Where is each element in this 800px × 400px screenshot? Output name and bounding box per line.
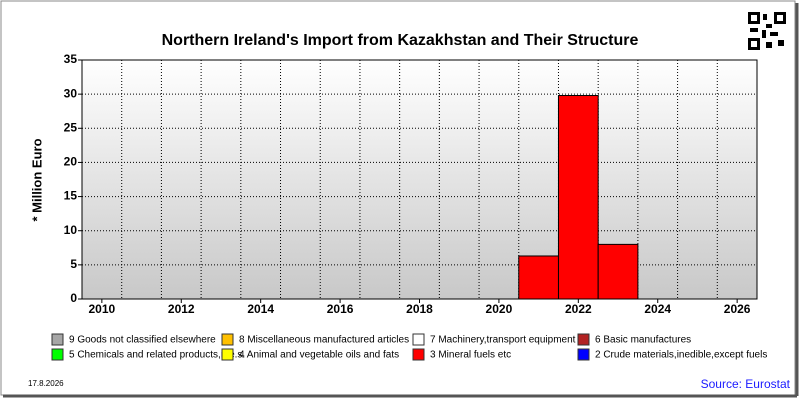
legend-label: 6 Basic manufactures	[595, 335, 691, 346]
bar-segment	[557, 95, 599, 300]
x-tick-label: 2010	[89, 302, 116, 316]
x-tick-label: 2020	[486, 302, 513, 316]
legend-swatch	[221, 348, 234, 361]
bar-segment	[518, 255, 559, 300]
legend-label: 8 Miscellaneous manufactured articles	[239, 335, 409, 346]
x-tick-label: 2024	[644, 302, 671, 316]
legend-swatch	[412, 333, 425, 346]
x-tick-label: 2012	[168, 302, 195, 316]
y-axis-label: * Million Euro	[29, 138, 44, 221]
source: Source: Eurostat	[701, 377, 791, 391]
legend-swatch	[51, 348, 64, 361]
x-tick-label: 2022	[565, 302, 592, 316]
y-tick-label: 30	[64, 86, 78, 100]
x-tick-label: 2018	[406, 302, 433, 316]
bar-segment	[597, 243, 639, 300]
date: 17.8.2026	[28, 379, 64, 388]
x-tick-label: 2016	[327, 302, 354, 316]
legend-label: 2 Crude materials,inedible,except fuels	[595, 350, 767, 361]
legend-swatch	[577, 348, 590, 361]
y-tick-label: 0	[70, 291, 77, 305]
legend-label: 5 Chemicals and related products,n.e.s.	[69, 350, 245, 361]
legend-label: 3 Mineral fuels etc	[430, 350, 511, 361]
y-tick-label: 20	[64, 155, 78, 169]
legend-label: 4 Animal and vegetable oils and fats	[239, 350, 399, 361]
plot-area	[82, 60, 757, 299]
x-tick-label: 2026	[724, 302, 751, 316]
qr-code	[748, 12, 786, 50]
legend-swatch	[51, 333, 64, 346]
y-tick-label: 25	[64, 120, 78, 134]
legend-label: 9 Goods not classified elsewhere	[69, 335, 216, 346]
y-tick-label: 10	[64, 223, 78, 237]
x-tick-label: 2014	[247, 302, 274, 316]
plot-border	[81, 59, 758, 300]
legend-label: 7 Machinery,transport equipment	[430, 335, 576, 346]
legend-swatch	[412, 348, 425, 361]
y-tick-label: 5	[70, 257, 77, 271]
chart-title: Northern Ireland's Import from Kazakhsta…	[162, 32, 639, 49]
legend-swatch	[577, 333, 590, 346]
y-tick-label: 15	[64, 189, 78, 203]
y-tick-label: 35	[64, 52, 78, 66]
legend-swatch	[221, 333, 234, 346]
